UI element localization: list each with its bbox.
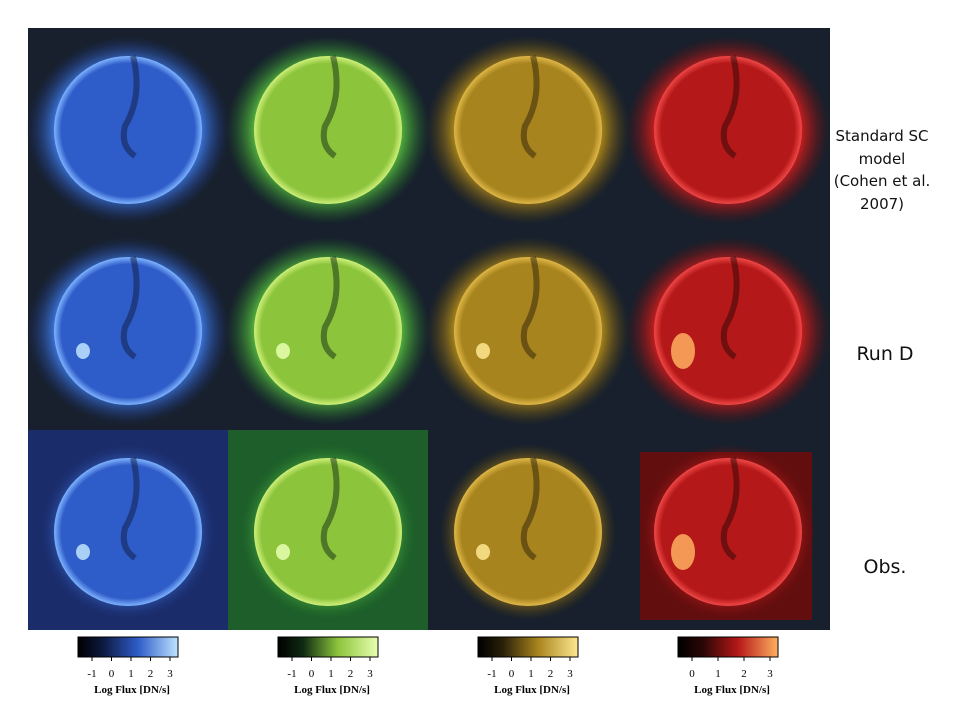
active-region xyxy=(671,333,695,369)
colorbar-tick-label: 2 xyxy=(741,668,747,680)
colorbar-tick-label: 3 xyxy=(167,668,173,680)
colorbar-tick-label: -1 xyxy=(287,668,296,680)
colorbar-tick-label: 1 xyxy=(528,668,534,680)
coronal-hole xyxy=(120,457,140,561)
colorbar xyxy=(77,636,179,658)
solar-disk xyxy=(254,257,402,405)
coronal-hole xyxy=(120,55,140,159)
colorbar xyxy=(277,636,379,658)
colorbar-tick-label: 0 xyxy=(689,668,695,680)
active-region xyxy=(476,544,490,560)
row-label: Obs. xyxy=(863,556,907,578)
colorbar-tick-label: 3 xyxy=(567,668,573,680)
solar-disk xyxy=(54,458,202,606)
solar-disk xyxy=(654,257,802,405)
solar-disk xyxy=(54,257,202,405)
coronal-hole xyxy=(720,457,740,561)
colorbar-tick-label: 2 xyxy=(148,668,154,680)
colorbar-tick-label: 1 xyxy=(128,668,134,680)
colorbar-label: Log Flux [DN/s] xyxy=(494,684,570,696)
colorbar-tick-label: 0 xyxy=(309,668,315,680)
solar-disk xyxy=(654,458,802,606)
active-region xyxy=(276,544,290,560)
colorbar-tick-label: -1 xyxy=(487,668,496,680)
colorbar-tick-label: 1 xyxy=(715,668,721,680)
active-region xyxy=(476,343,490,359)
colorbar-tick-label: 2 xyxy=(548,668,554,680)
active-region xyxy=(671,534,695,570)
colorbar-tick-label: 0 xyxy=(109,668,115,680)
solar-disk xyxy=(654,56,802,204)
solar-disk xyxy=(454,56,602,204)
coronal-hole xyxy=(720,256,740,360)
solar-disk xyxy=(454,458,602,606)
active-region xyxy=(276,343,290,359)
colorbar-label: Log Flux [DN/s] xyxy=(94,684,170,696)
coronal-hole xyxy=(720,55,740,159)
solar-disk xyxy=(54,56,202,204)
colorbar-tick-label: 2 xyxy=(348,668,354,680)
colorbar-label: Log Flux [DN/s] xyxy=(294,684,370,696)
row-label: Standard SC model (Cohen et al. 2007) xyxy=(833,127,931,213)
colorbar-tick-label: -1 xyxy=(87,668,96,680)
active-region xyxy=(76,544,90,560)
colorbar-label: Log Flux [DN/s] xyxy=(694,684,770,696)
solar-disk xyxy=(254,458,402,606)
colorbar-tick-label: 0 xyxy=(509,668,515,680)
colorbar-tick-label: 3 xyxy=(767,668,773,680)
active-region xyxy=(76,343,90,359)
coronal-hole xyxy=(520,457,540,561)
coronal-hole xyxy=(320,457,340,561)
solar-disk xyxy=(254,56,402,204)
solar-disk xyxy=(454,257,602,405)
coronal-hole xyxy=(320,256,340,360)
coronal-hole xyxy=(120,256,140,360)
coronal-hole xyxy=(320,55,340,159)
coronal-hole xyxy=(520,55,540,159)
coronal-hole xyxy=(520,256,540,360)
colorbar-tick-label: 3 xyxy=(367,668,373,680)
colorbar-tick-label: 1 xyxy=(328,668,334,680)
row-label: Run D xyxy=(856,343,914,365)
colorbar xyxy=(477,636,579,658)
colorbar xyxy=(677,636,779,658)
